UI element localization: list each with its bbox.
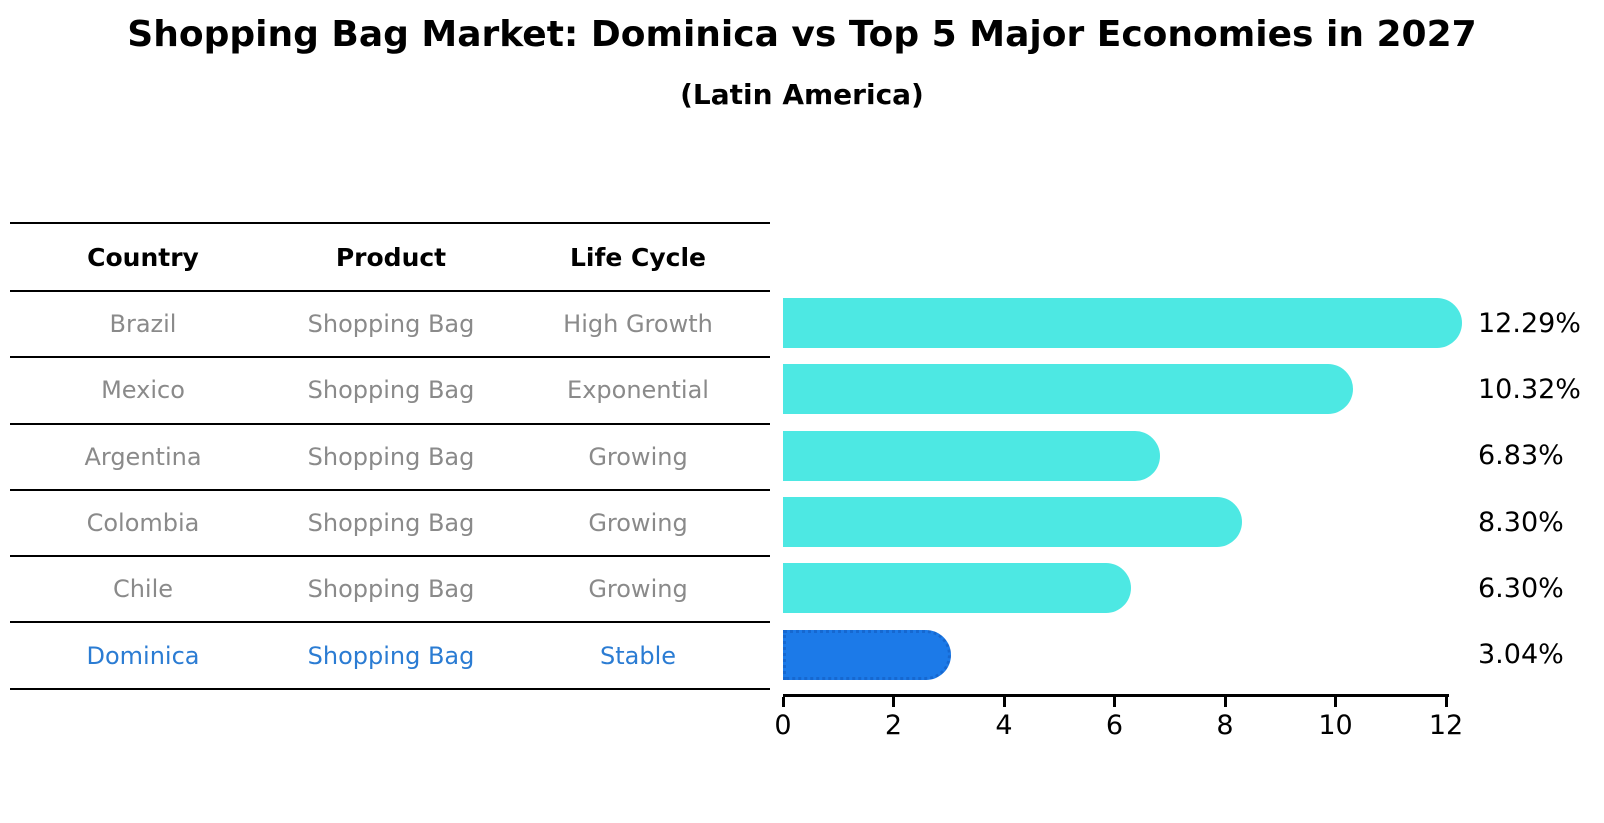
x-tick-label-4: 4 bbox=[995, 710, 1013, 741]
bar-value-label-argentina: 6.83% bbox=[1478, 440, 1564, 472]
bar-brazil bbox=[783, 298, 1463, 349]
bar-dominica bbox=[783, 629, 951, 680]
bar-value-label-brazil: 12.29% bbox=[1478, 307, 1581, 339]
chart-subtitle: (Latin America) bbox=[680, 78, 924, 111]
cell-life-cycle: Growing bbox=[588, 442, 688, 471]
x-axis-line bbox=[783, 694, 1449, 697]
column-header-country: Country bbox=[87, 242, 199, 272]
bar-value-label-mexico: 10.32% bbox=[1478, 373, 1581, 405]
cell-life-cycle: Growing bbox=[588, 509, 688, 538]
x-tick-mark-10 bbox=[1334, 697, 1337, 707]
table-row-chile: Chile Shopping Bag Growing bbox=[10, 557, 770, 624]
table-header-row: Country Product Life Cycle bbox=[10, 224, 770, 292]
x-tick-label-2: 2 bbox=[884, 710, 903, 741]
bar-value-label-colombia: 8.30% bbox=[1478, 506, 1564, 538]
x-tick-label-12: 12 bbox=[1428, 710, 1464, 741]
cell-country: Colombia bbox=[86, 509, 200, 538]
bar-value-label-chile: 6.30% bbox=[1478, 572, 1564, 604]
cell-country: Mexico bbox=[101, 376, 185, 405]
bar-colombia bbox=[783, 497, 1242, 548]
cell-product: Shopping Bag bbox=[307, 575, 475, 604]
column-header-life-cycle: Life Cycle bbox=[569, 242, 707, 272]
column-header-product: Product bbox=[335, 242, 447, 272]
table-row-dominica: Dominica Shopping Bag Stable bbox=[10, 623, 770, 690]
x-tick-mark-4 bbox=[1002, 697, 1006, 707]
table-row-mexico: Mexico Shopping Bag Exponential bbox=[10, 358, 770, 425]
cell-country: Chile bbox=[112, 575, 174, 604]
x-tick-mark-6 bbox=[1113, 697, 1116, 707]
cell-country: Dominica bbox=[86, 641, 200, 670]
cell-life-cycle: Growing bbox=[588, 575, 688, 604]
table-row-colombia: Colombia Shopping Bag Growing bbox=[10, 491, 770, 558]
table-row-brazil: Brazil Shopping Bag High Growth bbox=[10, 292, 770, 359]
x-tick-mark-0 bbox=[781, 697, 785, 707]
x-tick-label-6: 6 bbox=[1105, 710, 1124, 741]
cell-product: Shopping Bag bbox=[307, 641, 475, 670]
cell-life-cycle: Stable bbox=[599, 641, 677, 670]
x-tick-mark-12 bbox=[1444, 697, 1448, 707]
cell-product: Shopping Bag bbox=[307, 376, 475, 405]
x-tick-label-10: 10 bbox=[1318, 710, 1353, 741]
x-tick-label-0: 0 bbox=[774, 710, 792, 741]
cell-life-cycle: Exponential bbox=[567, 376, 709, 405]
cell-country: Brazil bbox=[109, 310, 177, 339]
cell-product: Shopping Bag bbox=[307, 509, 475, 538]
bar-chile bbox=[783, 563, 1132, 614]
x-tick-mark-2 bbox=[892, 697, 895, 707]
x-tick-label-8: 8 bbox=[1216, 710, 1234, 741]
cell-product: Shopping Bag bbox=[307, 310, 475, 339]
cell-country: Argentina bbox=[84, 442, 202, 471]
country-table: Country Product Life Cycle Brazil Shoppin… bbox=[10, 222, 770, 690]
cell-product: Shopping Bag bbox=[307, 442, 475, 471]
bar-argentina bbox=[783, 430, 1161, 481]
table-row-argentina: Argentina Shopping Bag Growing bbox=[10, 425, 770, 491]
x-tick-mark-8 bbox=[1223, 697, 1227, 707]
cell-life-cycle: High Growth bbox=[563, 310, 713, 339]
bar-value-label-dominica: 3.04% bbox=[1478, 639, 1564, 671]
bar-mexico bbox=[783, 364, 1354, 415]
chart-title: Shopping Bag Market: Dominica vs Top 5 M… bbox=[127, 14, 1477, 55]
